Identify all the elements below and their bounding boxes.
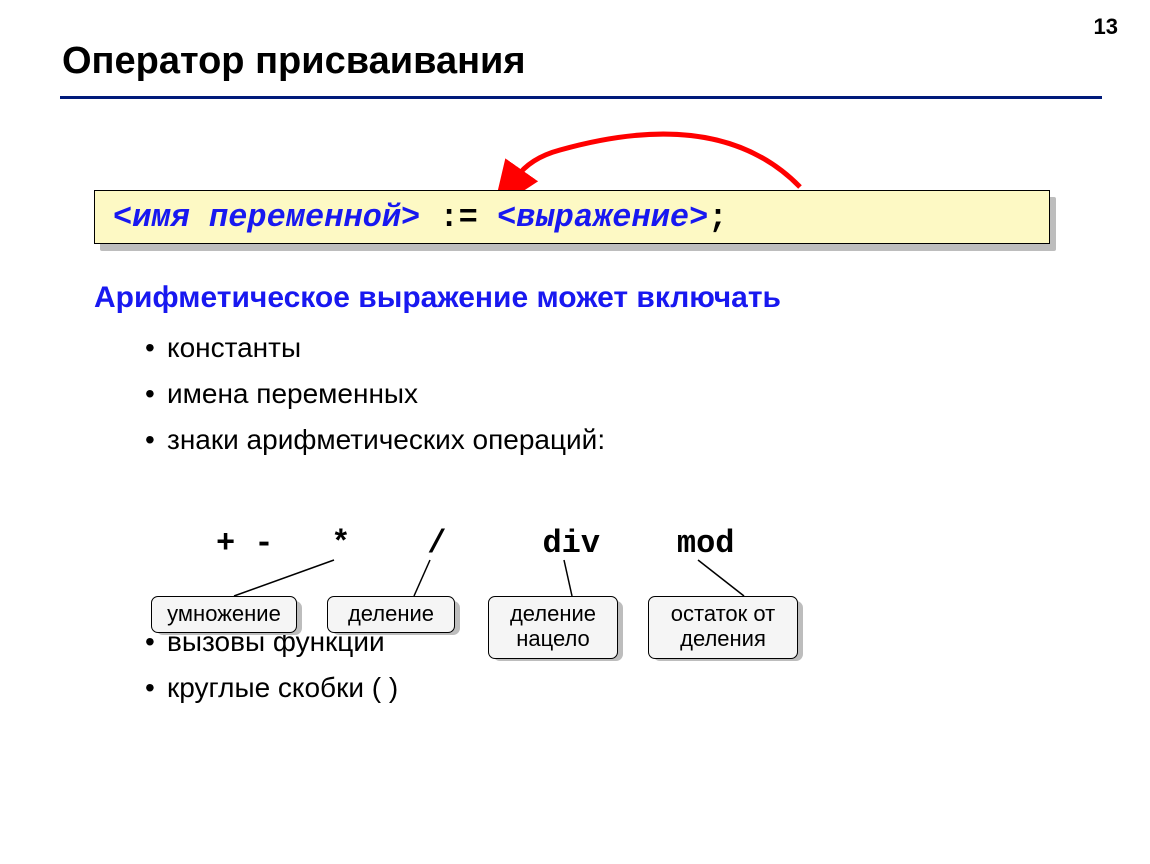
bullet-3: •знаки арифметических операций: (145, 424, 605, 456)
callout-intdiv-l1: деление (510, 601, 596, 626)
callout-mod-l1: остаток от (671, 601, 775, 626)
bullet-5: •круглые скобки ( ) (145, 672, 605, 704)
syntax-var-close: > (401, 199, 420, 236)
syntax-var-name: имя переменной (132, 199, 401, 236)
bullet-2-text: имена переменных (167, 378, 418, 409)
syntax-space1 (420, 199, 439, 236)
callout-modulo: остаток от деления (648, 596, 798, 659)
syntax-semicolon: ; (708, 199, 727, 236)
bullet-1-text: константы (167, 332, 301, 363)
syntax-expr-open: < (497, 199, 516, 236)
callout-integer-division: деление нацело (488, 596, 618, 659)
operators-line: + - * / div mod (216, 525, 734, 562)
bullet-5-text: круглые скобки ( ) (167, 672, 398, 703)
syntax-box: <имя переменной> := <выражение>; (94, 190, 1050, 244)
page-number: 13 (1094, 14, 1118, 40)
assignment-arrow (516, 134, 800, 187)
callout-mul-text: умножение (167, 601, 281, 626)
bullet-1: •константы (145, 332, 605, 364)
callout-div-text: деление (348, 601, 434, 626)
syntax-var-open: < (113, 199, 132, 236)
syntax-expr-close: > (689, 199, 708, 236)
title-rule (60, 96, 1102, 99)
callout-mod-l2: деления (680, 626, 766, 651)
callout-multiplication: умножение (151, 596, 297, 633)
syntax-expr-name: выражение (516, 199, 689, 236)
connector-mod (698, 560, 744, 596)
callout-division: деление (327, 596, 455, 633)
callout-intdiv-l2: нацело (516, 626, 590, 651)
subheading: Арифметическое выражение может включать (94, 281, 781, 315)
page-title: Оператор присваивания (62, 40, 526, 83)
bullet-3-text: знаки арифметических операций: (167, 424, 605, 455)
syntax-space2 (478, 199, 497, 236)
syntax-assign: := (439, 199, 477, 236)
bullet-2: •имена переменных (145, 378, 605, 410)
